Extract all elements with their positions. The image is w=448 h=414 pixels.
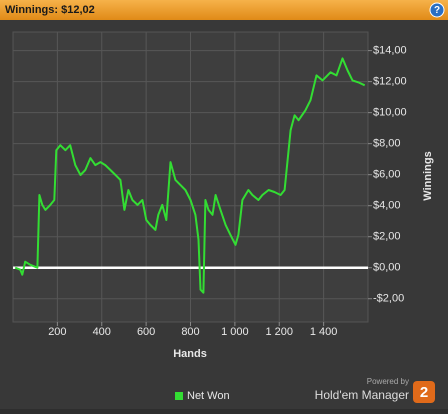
y-axis-title: Winnings: [422, 151, 434, 200]
y-tick-label: $0,00: [373, 262, 401, 274]
y-tick-label: $4,00: [373, 200, 401, 212]
y-tick-label: $8,00: [373, 138, 401, 150]
x-axis-title: Hands: [173, 348, 207, 360]
y-tick-label: $14,00: [373, 45, 407, 57]
x-tick-label: 1 000: [221, 326, 249, 338]
x-tick-label: 1 400: [310, 326, 338, 338]
powered-by: Powered by: [367, 377, 409, 386]
y-tick-label: $12,00: [373, 76, 407, 88]
x-tick-label: 200: [48, 326, 66, 338]
series-line: [14, 57, 366, 294]
x-tick-label: 800: [181, 326, 199, 338]
help-icon-glyph[interactable]: ?: [434, 5, 440, 16]
logo-version: 2: [420, 384, 428, 401]
y-tick-label: $6,00: [373, 169, 401, 181]
y-tick-label: -$2,00: [373, 293, 404, 305]
logo-badge: [413, 381, 435, 403]
y-tick-label: $2,00: [373, 231, 401, 243]
product-name: Hold'em Manager: [315, 388, 409, 402]
header-bar: [0, 0, 448, 20]
x-tick-label: 400: [93, 326, 111, 338]
y-tick-label: $10,00: [373, 107, 407, 119]
header-title: Winnings: $12,02: [5, 4, 95, 16]
x-tick-label: 600: [137, 326, 155, 338]
help-icon[interactable]: [429, 2, 445, 18]
legend-swatch: [175, 392, 183, 400]
legend-label: Net Won: [187, 390, 230, 402]
x-tick-label: 1 200: [265, 326, 293, 338]
